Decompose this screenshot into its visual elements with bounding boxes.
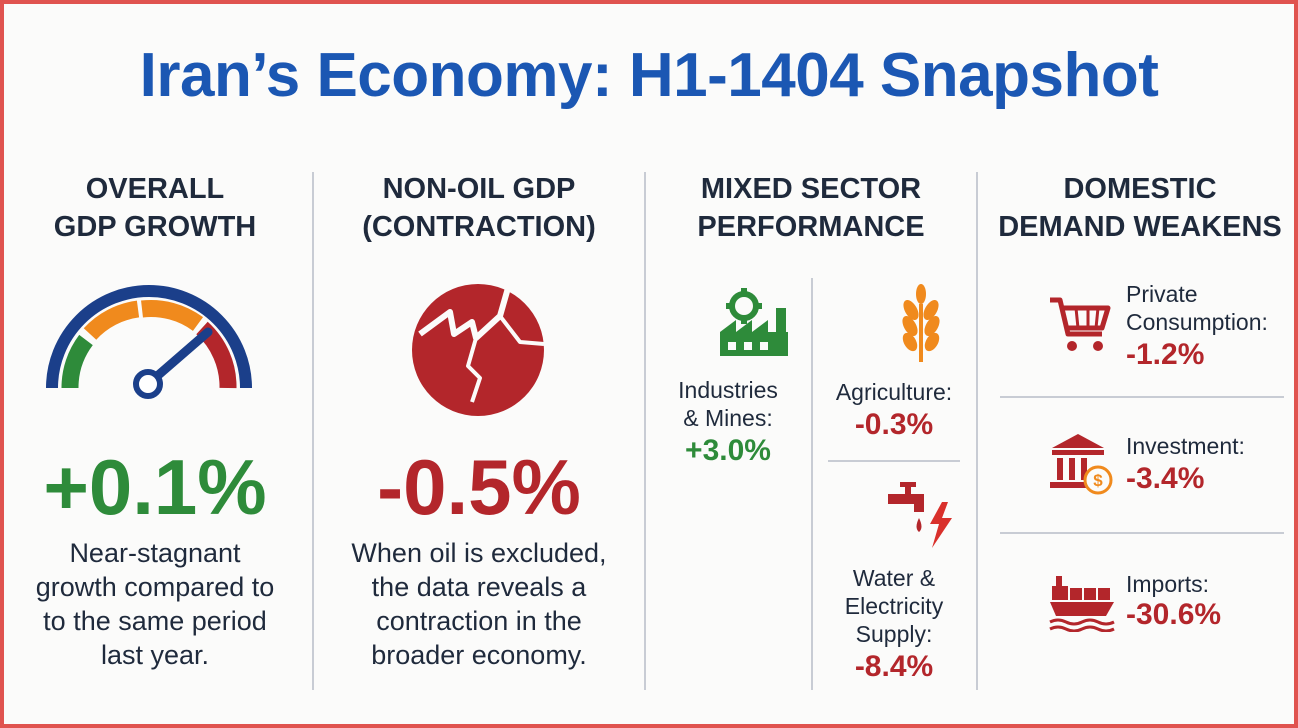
demand-value-investment: -3.4% [1126, 462, 1205, 495]
sector-label-agriculture: Agriculture: [835, 379, 953, 405]
cracked-circle-icon [412, 284, 545, 416]
column-divider [644, 172, 646, 690]
gdp-description: Near-stagnant growth compared to to the … [35, 538, 275, 670]
demand-label-imports: Imports: [1126, 571, 1210, 597]
column-divider [976, 172, 978, 690]
sector-label-water-electricity: Water & Electricity Supply: [844, 565, 944, 647]
demand-heading: DOMESTIC DEMAND WEAKENS [998, 173, 1282, 243]
bank-dollar-icon: $ [1050, 434, 1113, 495]
nonoil-heading: NON-OIL GDP (CONTRACTION) [362, 173, 596, 243]
sector-value-water-electricity: -8.4% [854, 650, 934, 683]
factory-gear-icon [720, 288, 788, 356]
demand-label-private-consumption: Private Consumption: [1126, 281, 1268, 335]
sector-row-divider [828, 460, 960, 462]
cargo-ship-icon [1049, 576, 1115, 632]
svg-text:$: $ [1093, 471, 1103, 490]
sectors-heading: MIXED SECTOR PERFORMANCE [697, 173, 925, 243]
page-title: Iran’s Economy: H1-1404 Snapshot [139, 41, 1159, 110]
wheat-icon [902, 284, 940, 362]
speedometer-icon [46, 285, 252, 399]
nonoil-description: When oil is excluded, the data reveals a… [351, 538, 607, 670]
sector-value-industries: +3.0% [685, 434, 771, 467]
sector-divider [811, 278, 813, 690]
gdp-heading: OVERALL GDP GROWTH [53, 173, 257, 243]
demand-value-private-consumption: -1.2% [1126, 338, 1205, 371]
demand-row-divider [1000, 532, 1284, 534]
faucet-lightning-icon [888, 482, 952, 548]
shopping-cart-icon [1050, 297, 1111, 351]
demand-row-divider [1000, 396, 1284, 398]
demand-value-imports: -30.6% [1126, 598, 1222, 631]
sector-label-industries: Industries & Mines: [678, 377, 778, 431]
demand-label-investment: Investment: [1126, 433, 1245, 459]
sector-value-agriculture: -0.3% [854, 408, 934, 441]
column-divider [312, 172, 314, 690]
gdp-value: +0.1% [43, 443, 267, 531]
nonoil-value: -0.5% [377, 443, 581, 531]
